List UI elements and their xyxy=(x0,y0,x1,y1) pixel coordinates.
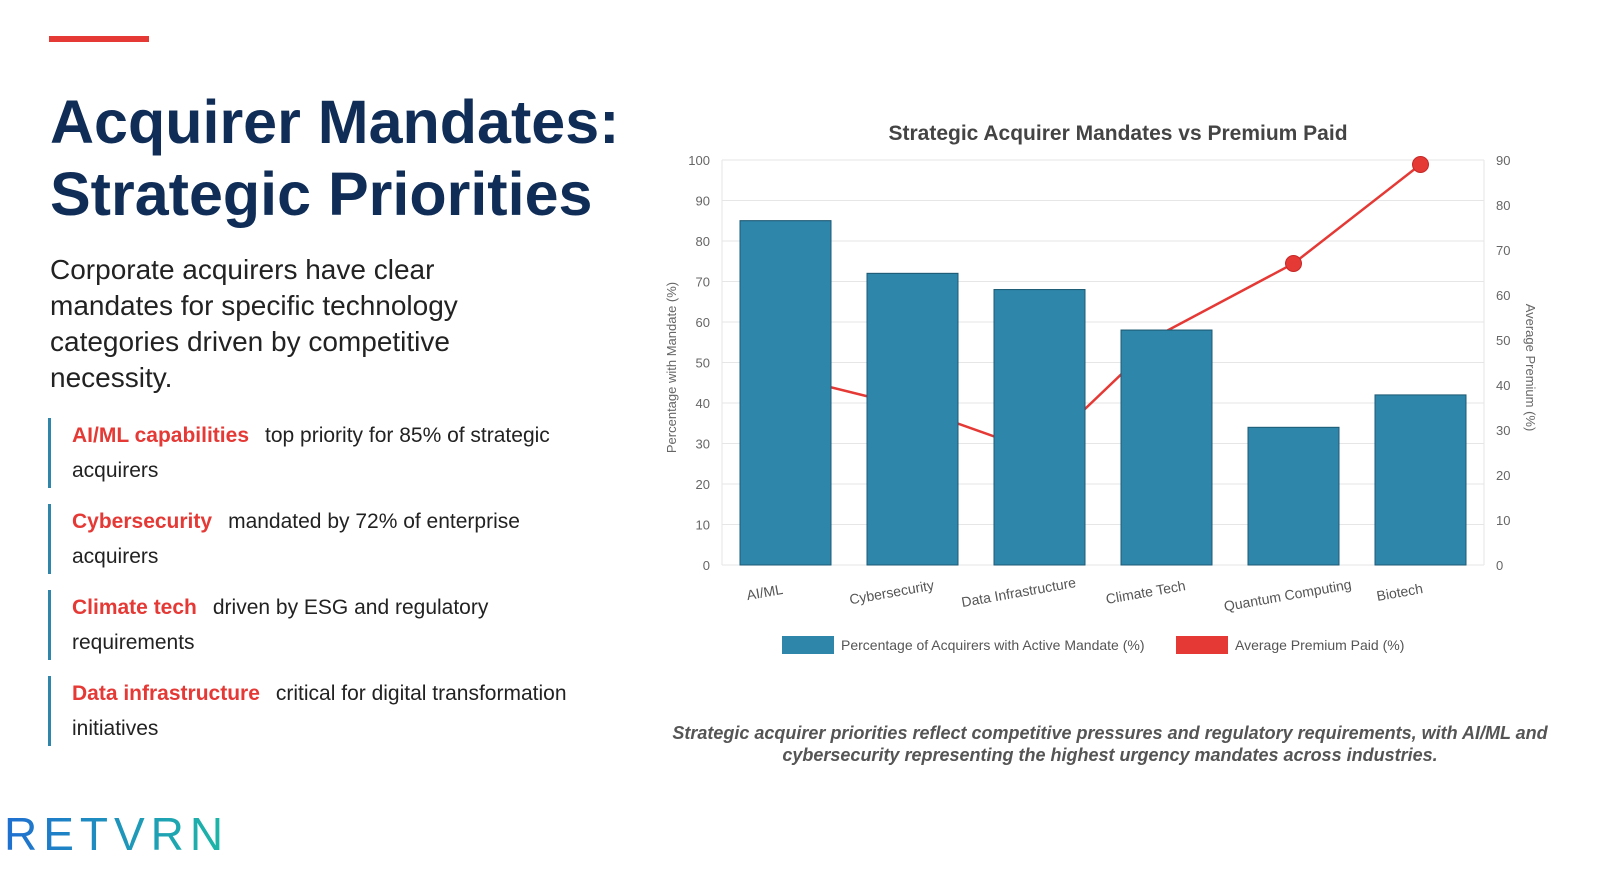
chart-title: Strategic Acquirer Mandates vs Premium P… xyxy=(888,122,1347,145)
legend-label-line: Average Premium Paid (%) xyxy=(1235,637,1404,653)
bullet-item-ai-ml: AI/ML capabilities top priority for 85% o… xyxy=(48,418,568,488)
y-tick-label: 90 xyxy=(696,194,710,209)
intro-paragraph: Corporate acquirers have clear mandates … xyxy=(50,254,458,393)
bullet-text: mandated by 72% of enterprise acquirers xyxy=(72,510,520,568)
y-right-tick-label: 30 xyxy=(1496,423,1510,438)
premium-point xyxy=(1285,255,1302,272)
x-tick-label: Quantum Computing xyxy=(1223,576,1353,614)
bullet-item-data-infrastructure: Data infrastructure critical for digital … xyxy=(48,676,568,746)
bullet-emphasis: AI/ML capabilities xyxy=(72,424,249,447)
y-right-tick-label: 70 xyxy=(1496,243,1510,258)
y-tick-label: 60 xyxy=(696,315,710,330)
premium-point xyxy=(1412,156,1429,173)
bar-quantum-computing xyxy=(1247,426,1340,566)
bullet-emphasis: Cybersecurity xyxy=(72,510,213,533)
y-tick-label: 20 xyxy=(696,477,710,492)
x-tick-label: Climate Tech xyxy=(1105,577,1187,607)
legend-swatch-bar xyxy=(782,636,834,654)
bullet-text: top priority for 85% of strategic acquir… xyxy=(72,424,550,482)
retvrn-logo: RETVRN xyxy=(4,810,229,858)
legend-label-bar: Percentage of Acquirers with Active Mand… xyxy=(841,637,1144,653)
y-tick-label: 70 xyxy=(696,275,710,290)
bullet-emphasis: Climate tech xyxy=(72,596,197,619)
y-right-tick-label: 60 xyxy=(1496,288,1510,303)
y-tick-label: 50 xyxy=(696,356,710,371)
y-tick-label: 30 xyxy=(696,437,710,452)
bullet-text: driven by ESG and regulatory requirement… xyxy=(72,596,489,654)
y-right-axis-label: Average Premium (%) xyxy=(1523,304,1538,432)
x-tick-label: Biotech xyxy=(1375,580,1424,604)
y-right-tick-label: 0 xyxy=(1496,558,1503,573)
page-title: Acquirer Mandates: Strategic Priorities xyxy=(50,86,650,230)
bar-biotech xyxy=(1374,394,1467,566)
legend-swatch-line xyxy=(1176,636,1228,654)
accent-bar xyxy=(49,36,149,42)
y-right-tick-label: 90 xyxy=(1496,153,1510,168)
y-tick-label: 100 xyxy=(688,153,710,168)
bullet-item-climate-tech: Climate tech driven by ESG and regulatory… xyxy=(48,590,568,660)
y-right-tick-label: 50 xyxy=(1496,333,1510,348)
y-tick-label: 10 xyxy=(696,518,710,533)
bullet-list: AI/ML capabilities top priority for 85% o… xyxy=(48,418,568,762)
logo-wordmark: RETVRN xyxy=(4,810,229,858)
title-line-2: Strategic Priorities xyxy=(50,160,593,228)
title-line-1: Acquirer Mandates: xyxy=(50,88,620,156)
x-tick-label: Data Infrastructure xyxy=(960,574,1077,610)
chart-container: Strategic Acquirer Mandates vs Premium P… xyxy=(660,110,1570,680)
mandates-premium-chart: Strategic Acquirer Mandates vs Premium P… xyxy=(664,122,1538,654)
bar-overlay xyxy=(866,272,959,566)
y-tick-label: 80 xyxy=(696,234,710,249)
bar-overlay xyxy=(993,289,1086,566)
y-right-tick-label: 40 xyxy=(1496,378,1510,393)
x-tick-label: Cybersecurity xyxy=(848,577,935,608)
y-right-tick-label: 80 xyxy=(1496,198,1510,213)
bar-overlay xyxy=(1120,329,1213,566)
bar-overlay xyxy=(739,220,832,566)
y-right-tick-label: 10 xyxy=(1496,513,1510,528)
chart-caption: Strategic acquirer priorities reflect co… xyxy=(672,723,1548,765)
y-right-tick-label: 20 xyxy=(1496,468,1510,483)
bullet-text: critical for digital transformation init… xyxy=(72,682,567,740)
bullet-item-cybersecurity: Cybersecurity mandated by 72% of enterpri… xyxy=(48,504,568,574)
y-axis-label: Percentage with Mandate (%) xyxy=(664,282,679,453)
bullet-emphasis: Data infrastructure xyxy=(72,682,260,705)
x-tick-label: AI/ML xyxy=(745,581,784,603)
y-tick-label: 40 xyxy=(696,396,710,411)
y-tick-label: 0 xyxy=(703,558,710,573)
